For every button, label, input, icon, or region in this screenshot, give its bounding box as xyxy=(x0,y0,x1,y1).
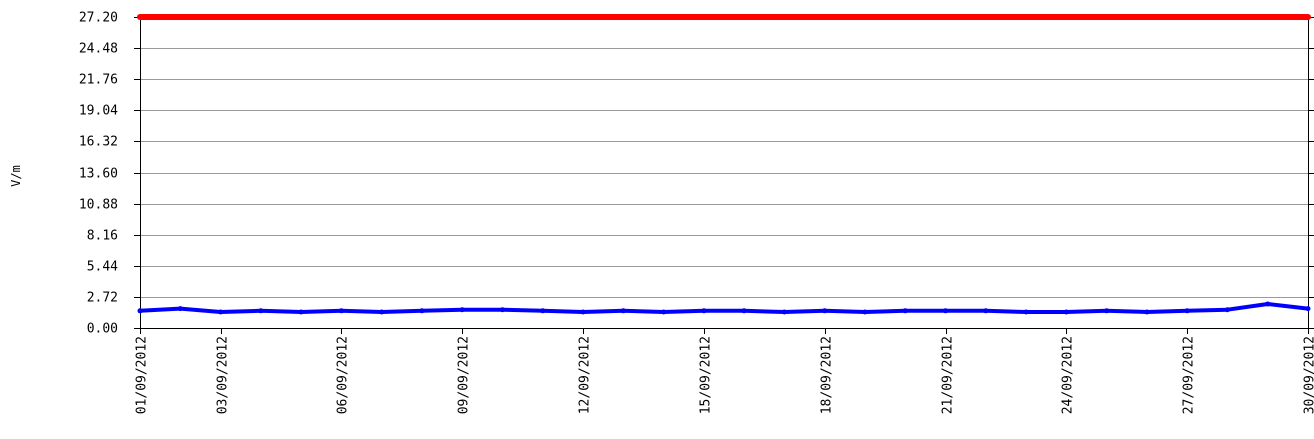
x-tick-label: 21/09/2012 xyxy=(941,336,956,414)
y-tick-label: 8.16 xyxy=(87,229,118,244)
x-tick-label: 30/09/2012 xyxy=(1303,336,1314,414)
y-tick-label: 10.88 xyxy=(79,198,118,213)
data-point xyxy=(419,308,425,314)
data-point xyxy=(1144,309,1150,315)
y-tick-label: 5.44 xyxy=(87,260,118,275)
data-point xyxy=(862,309,868,315)
axes xyxy=(134,17,1314,334)
x-tick-label: 01/09/2012 xyxy=(135,336,150,414)
data-point xyxy=(620,308,626,314)
data-point xyxy=(459,307,465,313)
data-point xyxy=(580,309,586,315)
y-tick-label: 27.20 xyxy=(79,11,118,26)
x-tick-labels: 01/09/2012 03/09/2012 06/09/2012 09/09/2012… xyxy=(135,336,1314,414)
data-point xyxy=(1305,306,1311,312)
series-layer xyxy=(137,14,1311,315)
data-point xyxy=(1224,307,1230,313)
y-tick-label: 0.00 xyxy=(87,322,118,337)
y-tick-label: 24.48 xyxy=(79,42,118,57)
y-tick-labels: 0.00 2.72 5.44 8.16 10.88 13.60 16.32 19.04 21.7… xyxy=(79,11,118,337)
y-tick-label: 2.72 xyxy=(87,291,118,306)
x-tick-label: 18/09/2012 xyxy=(820,336,835,414)
data-point xyxy=(137,308,143,314)
data-point xyxy=(1063,309,1069,315)
x-tick-label: 03/09/2012 xyxy=(216,336,231,414)
y-tick-label: 16.32 xyxy=(79,135,118,150)
x-tick-label: 12/09/2012 xyxy=(578,336,593,414)
gridlines xyxy=(140,17,1308,329)
data-point xyxy=(902,308,908,314)
x-tick-label: 06/09/2012 xyxy=(336,336,351,414)
data-point xyxy=(1104,308,1110,314)
data-point xyxy=(218,309,224,315)
data-point xyxy=(1265,301,1271,307)
data-point xyxy=(983,308,989,314)
data-point xyxy=(661,309,667,315)
data-point xyxy=(298,309,304,315)
x-tick-label: 27/09/2012 xyxy=(1182,336,1197,414)
data-point xyxy=(701,308,707,314)
data-point xyxy=(540,308,546,314)
data-point xyxy=(781,309,787,315)
series-measurement-line xyxy=(138,302,1310,314)
data-point xyxy=(177,306,183,312)
y-axis-label: V/m xyxy=(9,165,23,187)
data-point xyxy=(379,309,385,315)
data-point xyxy=(338,308,344,314)
data-point xyxy=(258,308,264,314)
data-point xyxy=(741,308,747,314)
y-tick-label: 21.76 xyxy=(79,73,118,88)
x-tick-label: 15/09/2012 xyxy=(699,336,714,414)
x-tick-label: 24/09/2012 xyxy=(1061,336,1076,414)
data-point xyxy=(1023,309,1029,315)
y-tick-label: 19.04 xyxy=(79,104,118,119)
data-point xyxy=(500,307,505,313)
y-tick-label: 13.60 xyxy=(79,167,118,182)
data-point xyxy=(1184,308,1190,314)
data-point xyxy=(943,308,948,314)
x-tick-label: 09/09/2012 xyxy=(457,336,472,414)
data-point xyxy=(822,308,828,314)
